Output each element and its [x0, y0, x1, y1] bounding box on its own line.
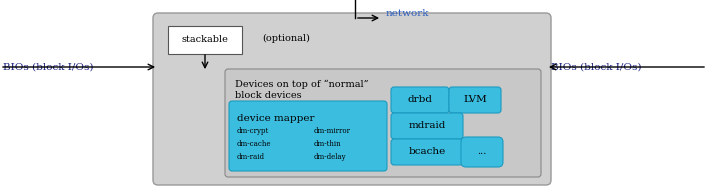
Text: ...: ...: [477, 147, 486, 156]
FancyBboxPatch shape: [391, 113, 463, 139]
Text: dm-cache: dm-cache: [237, 140, 271, 148]
Text: dm-raid: dm-raid: [237, 153, 265, 161]
FancyBboxPatch shape: [168, 26, 242, 54]
Text: device mapper: device mapper: [237, 114, 315, 123]
Text: block devices: block devices: [235, 91, 302, 100]
FancyBboxPatch shape: [391, 139, 463, 165]
Text: drbd: drbd: [407, 95, 433, 105]
Text: dm-crypt: dm-crypt: [237, 127, 269, 135]
FancyBboxPatch shape: [225, 69, 541, 177]
Text: network: network: [386, 9, 429, 19]
Text: BIOs (block I/Os): BIOs (block I/Os): [3, 63, 93, 71]
FancyBboxPatch shape: [449, 87, 501, 113]
Text: dm-delay: dm-delay: [314, 153, 346, 161]
Text: mdraid: mdraid: [409, 122, 445, 130]
Text: Devices on top of “normal”: Devices on top of “normal”: [235, 80, 368, 89]
Text: dm-mirror: dm-mirror: [314, 127, 351, 135]
Text: dm-thin: dm-thin: [314, 140, 341, 148]
Text: LVM: LVM: [463, 95, 487, 105]
FancyBboxPatch shape: [153, 13, 551, 185]
Text: stackable: stackable: [182, 36, 228, 44]
FancyBboxPatch shape: [391, 87, 449, 113]
FancyBboxPatch shape: [461, 137, 503, 167]
Text: (optional): (optional): [262, 33, 310, 43]
Text: BIOs (block I/Os): BIOs (block I/Os): [551, 63, 641, 71]
FancyBboxPatch shape: [229, 101, 387, 171]
Text: bcache: bcache: [409, 147, 445, 156]
